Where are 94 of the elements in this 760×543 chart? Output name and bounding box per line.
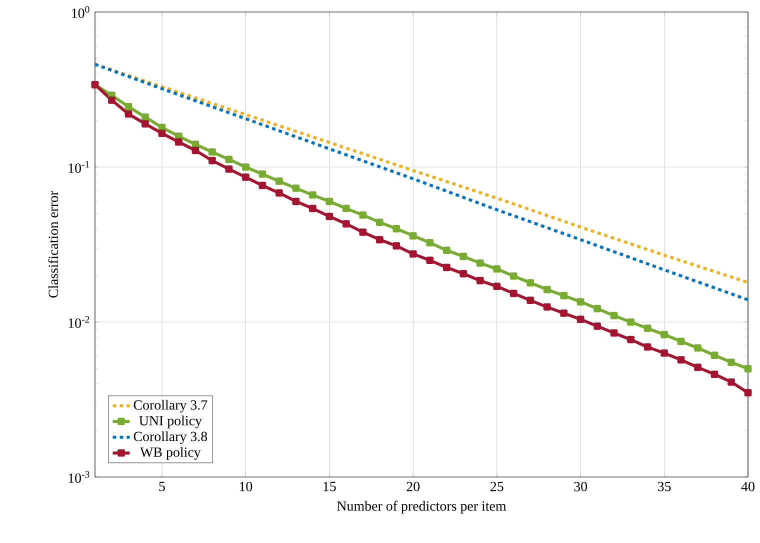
point [124,103,132,110]
point [677,338,685,346]
legend-label: UNI policy [139,416,202,428]
point [594,304,601,312]
point [308,204,316,212]
point [376,218,384,226]
y-tick-label: 10$^{-2}$ [68,316,90,328]
point [610,329,618,337]
point [426,238,434,246]
legend-label: WB policy [140,447,201,460]
point [208,156,216,164]
y-tick-label: 10$^{-1}$ [68,161,90,173]
point [392,225,400,232]
x-tick-label: 30 [574,482,588,492]
point [493,282,501,290]
point [744,388,752,396]
point [409,232,417,240]
point [225,165,233,173]
point [493,265,501,273]
point [526,296,534,304]
point [225,156,233,164]
point [292,184,300,192]
point [175,132,182,140]
point [124,110,132,118]
point [460,252,468,260]
x-tick-label: 25 [490,482,504,492]
point [192,140,200,148]
legend-label: Corollary 3.8 [134,431,208,444]
point [476,259,484,267]
point [677,356,685,364]
point [694,344,702,352]
point [576,316,584,324]
point [359,228,367,236]
point [510,290,518,298]
point [660,330,668,338]
x-tick-label: 35 [658,482,671,492]
point [560,292,568,300]
x-axis-title: Number of predictors per item [337,500,506,514]
point [510,272,518,280]
point [442,246,450,254]
point [744,364,752,372]
y-axis-title: Classification error [48,190,58,298]
point [460,270,468,278]
point [359,211,367,219]
x-tick-label: 40 [741,482,754,492]
y-tick-label: 10$^{-3}$ [68,471,90,483]
point [610,312,618,320]
y-tick-label: 10$^{0}$ [72,6,90,18]
point [710,370,718,378]
point [560,310,568,317]
point [175,138,182,146]
point [728,358,735,366]
point [576,298,584,306]
point [426,256,434,264]
point [644,324,652,332]
point [326,212,334,220]
x-tick-label: 20 [406,482,420,492]
point [392,242,400,250]
point [644,343,652,351]
point [275,178,283,185]
point [442,264,450,272]
point [192,146,200,154]
point [409,250,417,258]
point [242,163,250,171]
x-tick-label: 5 [159,482,165,492]
point [594,322,601,330]
point [543,303,551,311]
point [710,352,718,359]
point [208,148,216,156]
point [326,198,334,206]
point [258,182,266,190]
point [543,286,551,294]
point [660,349,668,357]
point [258,170,266,178]
point [108,96,116,104]
point [526,279,534,287]
point [376,236,384,244]
point [476,276,484,284]
point [142,113,149,121]
point [342,220,350,228]
point [292,198,300,206]
point [694,364,702,372]
x-tick-label: 10 [240,482,252,492]
legend-label: Corollary 3.7 [134,400,208,413]
point [242,173,250,181]
point [627,336,634,344]
point [627,318,634,326]
point [142,120,149,128]
point [158,130,166,137]
point [308,191,316,199]
point [275,189,283,197]
point [342,204,350,212]
point [728,378,735,386]
x-tick-label: 15 [324,482,336,492]
